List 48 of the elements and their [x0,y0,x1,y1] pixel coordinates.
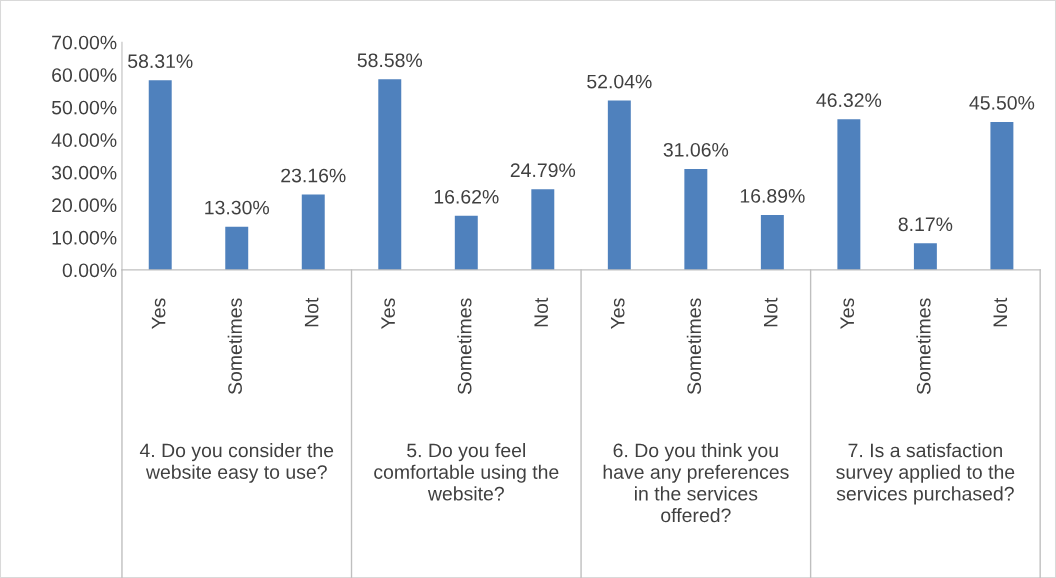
x-tick-label: Sometimes [686,298,702,395]
bar [684,168,708,270]
x-tick-label: Sometimes [227,298,242,395]
data-label: 58.58% [357,53,423,68]
text: 7. Is a satisfaction survey applied to the services purchased? [836,443,1015,505]
text: 6. Do you think you have any preferences in the services offered? [603,443,789,523]
data-label: 13.30% [205,200,270,215]
data-label: 31.06% [663,142,729,157]
data-label: 52.04% [587,74,652,89]
data-label: 45.50% [969,95,1035,110]
bar [837,119,861,270]
y-tick-label: 0.00% [62,263,117,278]
bar [607,100,631,270]
bar [454,215,478,270]
x-tick-label: Sometimes [457,298,472,395]
bar [148,80,172,270]
data-label: 16.62% [434,189,499,204]
x-tick-label: Not [993,297,1008,327]
y-tick-label: 40.00% [51,133,117,148]
data-label: 24.79% [510,163,576,178]
data-label: 23.16% [281,168,346,183]
data-label: 46.32% [816,93,882,108]
y-tick-label: 20.00% [52,198,117,213]
x-tick-label: Not [764,297,778,327]
text: 4. Do you consider the website easy to use? [139,443,334,483]
bar [531,189,555,270]
x-tick-label: Yes [610,298,625,330]
y-tick-label: 10.00% [52,230,117,245]
data-label: 16.89% [740,189,805,203]
bar [990,121,1014,270]
y-tick-label: 30.00% [51,165,117,180]
bar [378,79,402,270]
data-label: 58.31% [128,54,193,69]
data-label: 8.17% [898,217,953,232]
bar [913,243,937,270]
x-tick-label: Yes [840,298,855,330]
bar [760,214,784,270]
x-tick-label: Yes [381,298,395,330]
bar [225,226,249,270]
x-tick-label: Yes [151,298,166,330]
bar [301,194,325,270]
y-tick-label: 50.00% [51,100,117,115]
text: 5. Do you feel comfortable using the website? [374,443,559,501]
y-tick-label: 70.00% [52,35,117,50]
x-tick-label: Not [304,297,319,327]
y-tick-label: 60.00% [52,68,117,82]
x-tick-label: Not [534,297,549,327]
x-tick-label: Sometimes [916,298,931,395]
